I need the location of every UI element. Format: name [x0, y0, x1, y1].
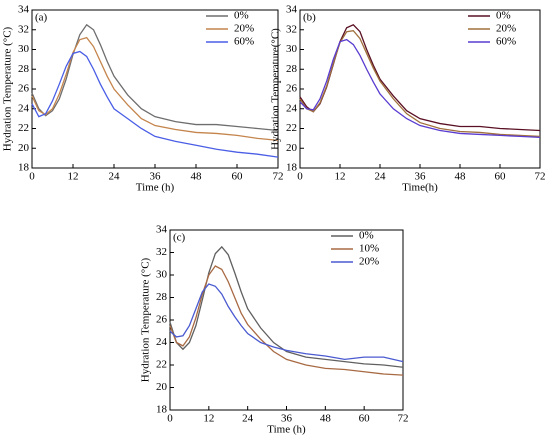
- x-tick-label: 0: [297, 171, 303, 183]
- panel-label: (a): [35, 12, 48, 24]
- y-tick-label: 34: [156, 224, 168, 236]
- x-tick-label: 60: [232, 171, 244, 183]
- x-tick-label: 12: [335, 171, 346, 183]
- y-tick-label: 20: [156, 381, 168, 393]
- x-tick-label: 48: [191, 171, 203, 183]
- legend-label: 20%: [359, 256, 379, 268]
- legend-label: 60%: [234, 36, 254, 48]
- legend-label: 60%: [496, 36, 516, 48]
- x-tick-label: 48: [320, 413, 332, 425]
- series-line: [31, 36, 279, 141]
- y-axis-label: Hydration Temperature (°C): [2, 26, 14, 151]
- legend-label: 0%: [234, 10, 249, 22]
- x-tick-label: 60: [495, 171, 507, 183]
- x-tick-label: 12: [68, 171, 79, 183]
- x-tick-label: 72: [398, 413, 409, 425]
- series-line: [169, 283, 404, 363]
- y-tick-label: 18: [18, 162, 30, 174]
- panel: 18 20 22 24 26 28 30 32 34 0 12 24 36 48 60 72 Time (h) H…: [2, 4, 284, 194]
- y-tick-label: 18: [286, 162, 298, 174]
- x-tick-label: 0: [167, 413, 173, 425]
- series-line: [169, 245, 404, 368]
- y-tick-label: 24: [286, 102, 298, 114]
- y-tick-label: 22: [156, 359, 167, 371]
- x-tick-label: 24: [109, 171, 121, 183]
- y-tick-label: 24: [18, 102, 30, 114]
- y-tick-label: 32: [156, 246, 167, 258]
- y-tick-label: 18: [156, 404, 168, 416]
- legend-label: 0%: [359, 230, 374, 242]
- panel-label: (b): [303, 12, 316, 24]
- y-axis-label: Hydration Temperature(°C): [270, 28, 282, 150]
- x-axis-label: Time(h): [402, 182, 438, 194]
- legend-label: 10%: [359, 243, 379, 255]
- x-tick-label: 36: [415, 171, 427, 183]
- y-tick-label: 32: [18, 23, 29, 35]
- y-tick-label: 28: [18, 63, 30, 75]
- x-tick-label: 36: [150, 171, 162, 183]
- series-line: [31, 23, 279, 132]
- y-tick-label: 22: [18, 122, 29, 134]
- y-tick-label: 28: [286, 63, 298, 75]
- y-tick-label: 26: [286, 83, 298, 95]
- y-tick-label: 30: [156, 269, 168, 281]
- series-line: [169, 265, 404, 376]
- y-tick-label: 28: [156, 291, 168, 303]
- x-tick-label: 24: [375, 171, 387, 183]
- y-tick-label: 34: [286, 4, 298, 16]
- y-tick-label: 26: [18, 83, 30, 95]
- x-axis-label: Time (h): [267, 424, 306, 436]
- y-axis-label: Hydration Temperature (°C): [140, 257, 152, 382]
- x-tick-label: 72: [535, 171, 546, 183]
- panel: 18 20 22 24 26 28 30 32 34 0 12 24 36 48 60 72 Time (h) H…: [140, 224, 409, 436]
- y-tick-label: 32: [286, 23, 297, 35]
- y-tick-label: 30: [18, 43, 30, 55]
- y-tick-label: 24: [156, 336, 168, 348]
- y-tick-label: 30: [286, 43, 298, 55]
- x-tick-label: 36: [281, 413, 293, 425]
- series-line: [299, 30, 541, 138]
- legend-label: 0%: [496, 10, 511, 22]
- panel: 18 20 22 24 26 28 30 32 34 0 12 24 36 48 60 72 Time(h) Hy…: [270, 4, 546, 194]
- x-tick-label: 48: [455, 171, 467, 183]
- y-tick-label: 22: [286, 122, 297, 134]
- x-tick-label: 60: [359, 413, 371, 425]
- x-tick-label: 12: [203, 413, 214, 425]
- y-tick-label: 20: [18, 142, 30, 154]
- x-tick-label: 72: [273, 171, 284, 183]
- x-axis-label: Time (h): [136, 182, 175, 194]
- legend-label: 20%: [496, 23, 516, 35]
- y-tick-label: 26: [156, 314, 168, 326]
- series-line: [299, 38, 541, 139]
- series-line: [31, 50, 279, 158]
- panel-label: (c): [173, 232, 186, 244]
- y-tick-label: 34: [18, 4, 30, 16]
- x-tick-label: 24: [242, 413, 254, 425]
- y-tick-label: 20: [286, 142, 298, 154]
- x-tick-label: 0: [29, 171, 35, 183]
- legend-label: 20%: [234, 23, 254, 35]
